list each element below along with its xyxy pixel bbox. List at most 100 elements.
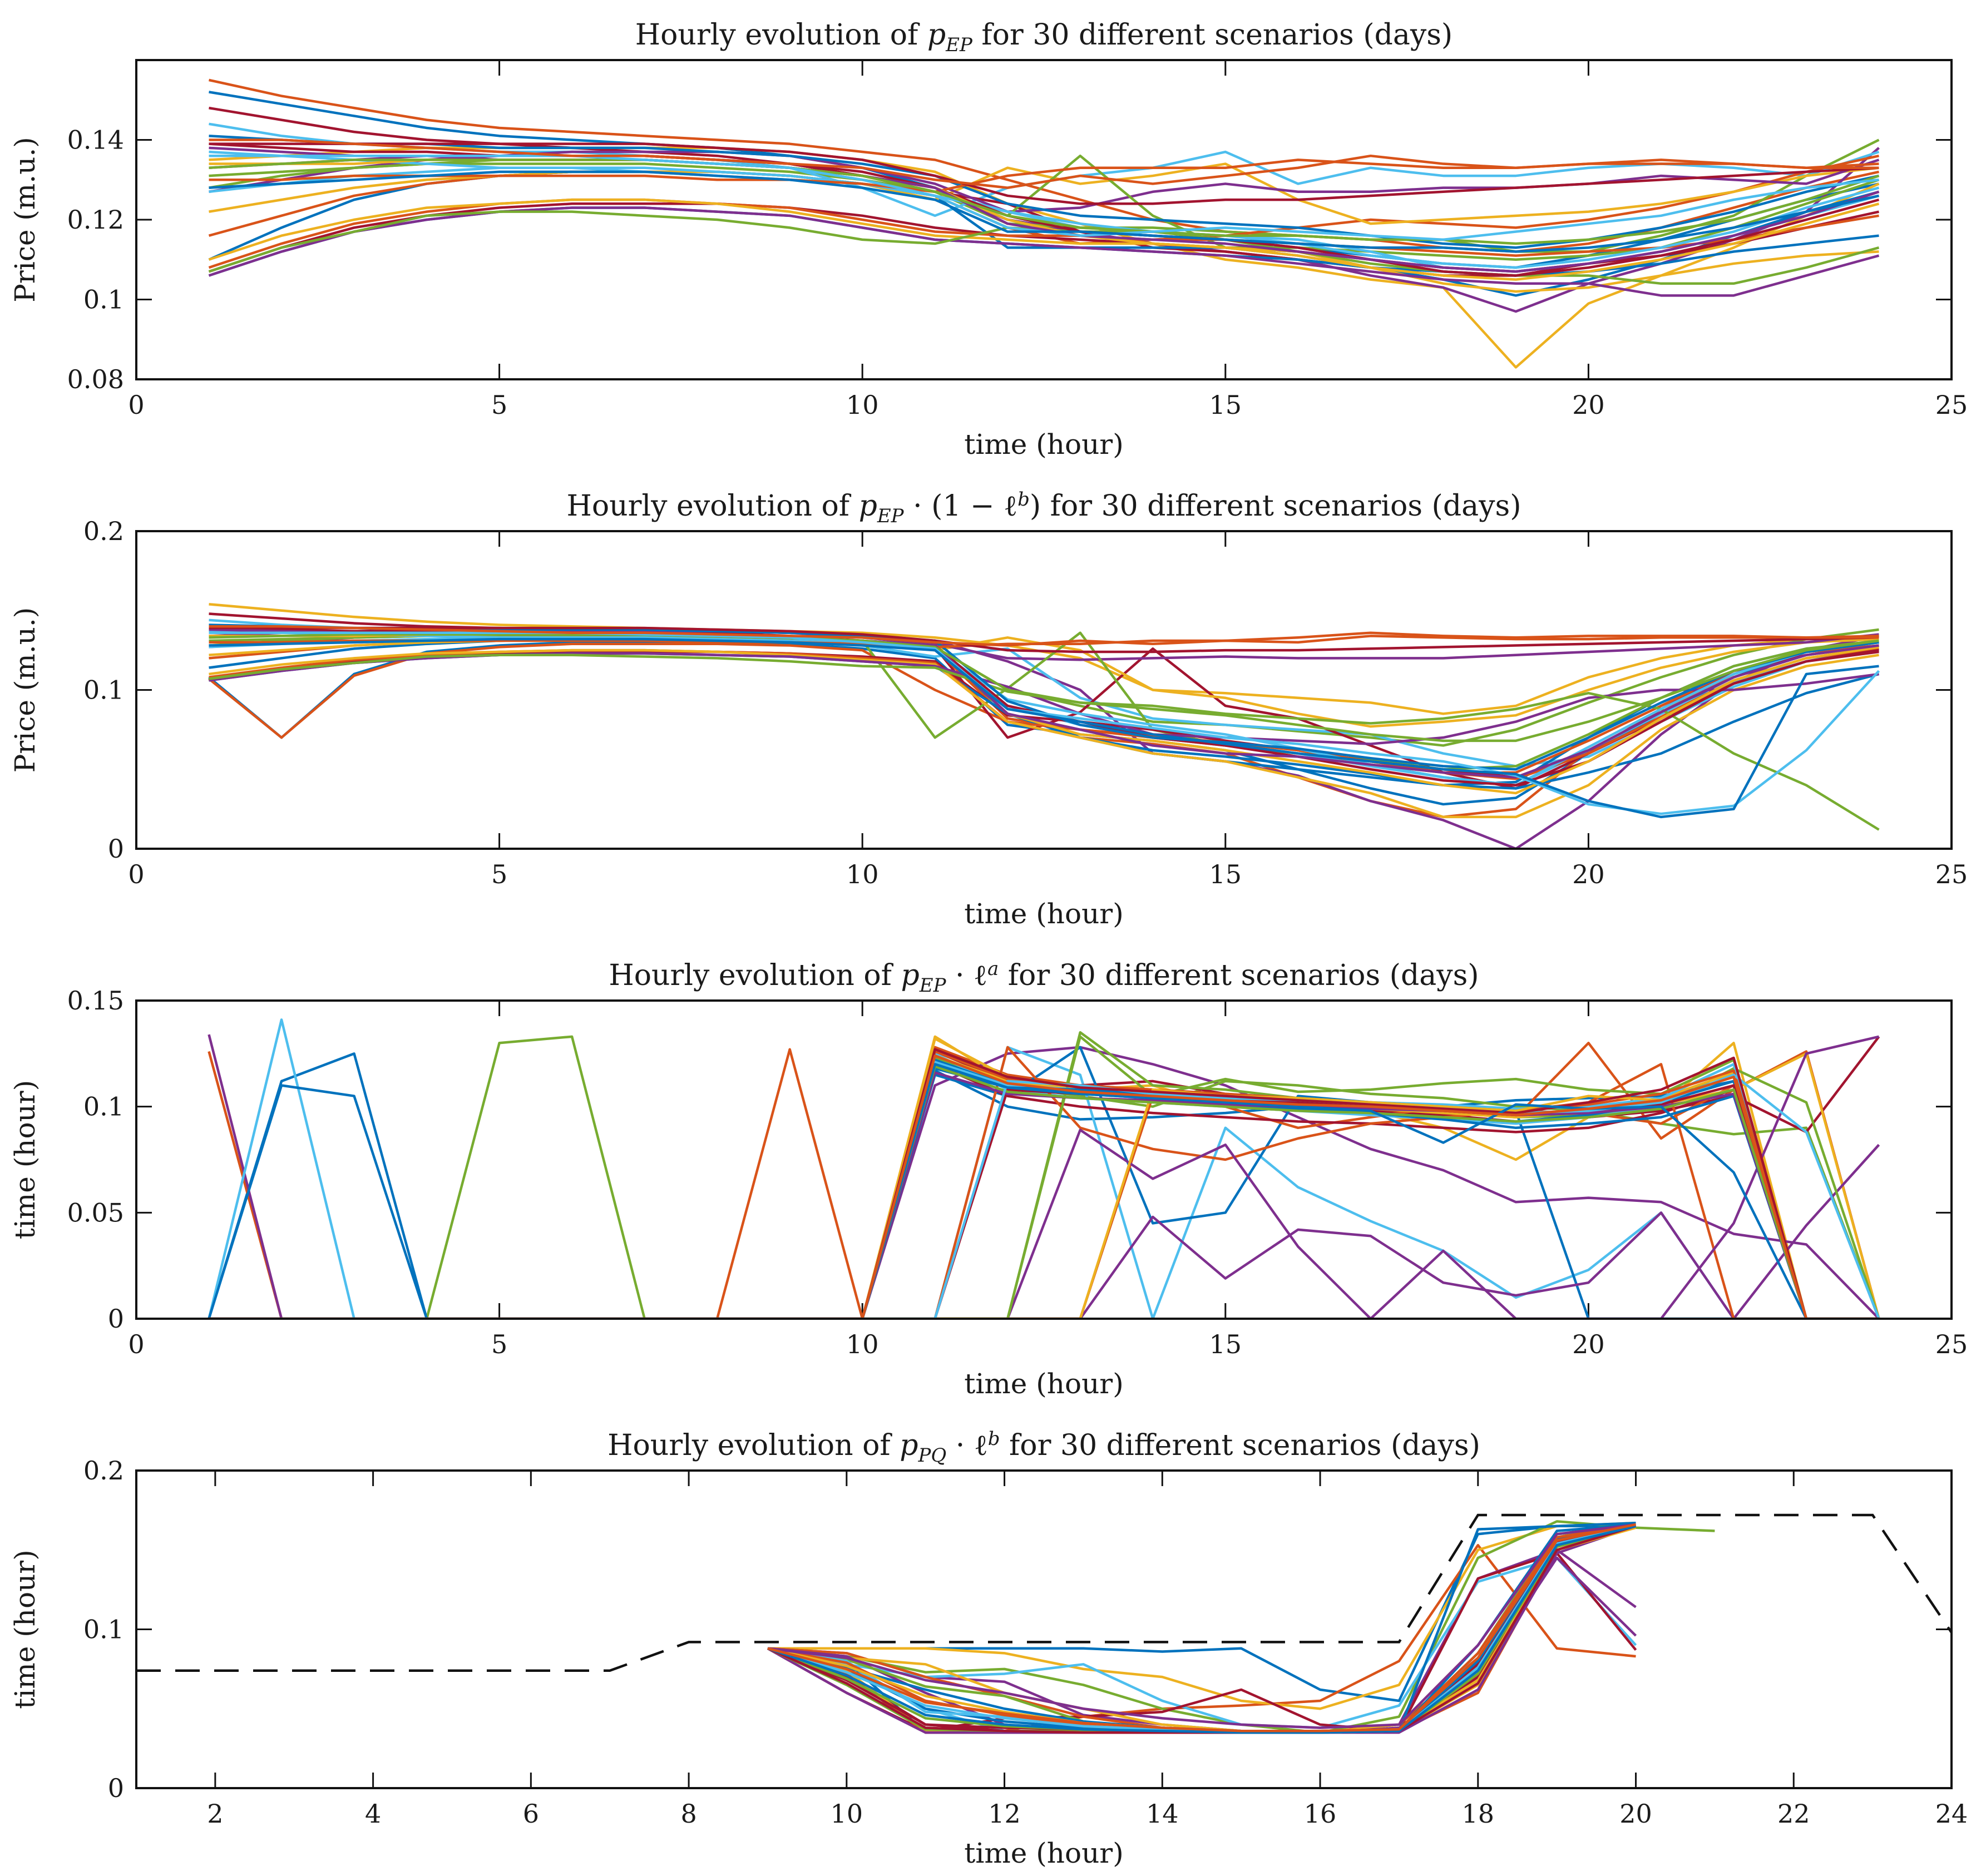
y-tick-label: 0.1: [83, 1092, 124, 1122]
chart-title: Hourly evolution of pEP · ℓa for 30 diff…: [609, 958, 1479, 997]
y-tick-label: 0.05: [67, 1197, 124, 1227]
x-tick-label: 0: [128, 859, 144, 889]
x-tick-label: 5: [491, 390, 507, 420]
x-axis-label: time (hour): [964, 428, 1123, 461]
series-line-s11: [209, 1144, 1880, 1319]
plot-border: [135, 530, 1953, 850]
x-tick-label: 5: [491, 859, 507, 889]
x-tick-label: 4: [365, 1799, 381, 1829]
series-line-s5: [209, 138, 1880, 253]
series-group: [208, 603, 1880, 849]
y-tick-label: 0.08: [67, 364, 124, 394]
series-line-s4: [208, 1034, 1880, 1319]
x-axis-label: time (hour): [964, 898, 1123, 930]
y-tick-label: 0.1: [83, 285, 124, 315]
x-tick-label: 0: [128, 390, 144, 420]
x-tick-label: 6: [523, 1799, 539, 1829]
series-line-s26: [209, 1065, 1879, 1319]
x-tick-label: 12: [988, 1799, 1021, 1829]
plot-border: [135, 59, 1953, 380]
series-line-s17: [209, 649, 1879, 819]
series-line-s29: [209, 637, 1879, 819]
series-line-s8: [208, 1046, 1879, 1319]
series-line-s29: [767, 1524, 1637, 1734]
plot-area: [135, 530, 1953, 850]
series-line-s6: [208, 1018, 1879, 1319]
x-tick-label: 20: [1572, 1329, 1605, 1359]
series-line-s20: [209, 636, 1879, 787]
x-tick-label: 15: [1209, 859, 1242, 889]
reference-line: [136, 1513, 1952, 1672]
chart-title: Hourly evolution of pEP for 30 different…: [635, 18, 1453, 56]
series-line-s2: [209, 78, 1879, 253]
y-tick-label: 0: [108, 1773, 124, 1803]
series-line-s26: [209, 633, 1879, 743]
x-tick-label: 25: [1935, 1329, 1968, 1359]
x-tick-label: 20: [1619, 1799, 1652, 1829]
y-axis-label: Price (m.u.): [9, 607, 41, 773]
x-tick-label: 20: [1572, 390, 1605, 420]
series-line-s27: [209, 631, 1880, 815]
series-line-s30: [209, 625, 1879, 647]
x-tick-label: 18: [1462, 1799, 1495, 1829]
series-line-s30: [209, 138, 1879, 189]
y-tick-label: 0.2: [83, 516, 124, 546]
series-line-s18: [209, 1035, 1879, 1319]
chart-title: Hourly evolution of pPQ · ℓb for 30 diff…: [607, 1428, 1480, 1467]
plot-area: [135, 999, 1953, 1320]
y-axis-label: time (hour): [9, 1080, 41, 1239]
series-line-s14: [209, 1063, 1879, 1319]
series-group: [136, 1513, 1952, 1734]
x-tick-label: 0: [128, 1329, 144, 1359]
x-tick-label: 20: [1572, 859, 1605, 889]
series-line-s29: [209, 170, 1879, 253]
series-line-s30: [209, 1054, 1879, 1319]
x-tick-label: 10: [846, 859, 879, 889]
chart-panel-2: 0 5 10 15 20 25 0 0.1 0.2 Hourly evolution of pEP…: [9, 488, 1968, 930]
series-line-s2: [208, 1042, 1880, 1319]
series-line-s28: [209, 142, 1879, 205]
x-tick-label: 16: [1304, 1799, 1337, 1829]
series-line-s19: [209, 1035, 1879, 1319]
y-tick-label: 0: [108, 834, 124, 864]
x-tick-label: 10: [831, 1799, 863, 1829]
series-group: [208, 78, 1880, 369]
series-line-s3: [767, 1521, 1636, 1710]
plot-area: [135, 1469, 1953, 1789]
x-tick-label: 25: [1935, 390, 1968, 420]
y-axis-label: Price (m.u.): [9, 137, 41, 302]
series-line-s28: [209, 626, 1879, 654]
x-tick-label: 25: [1935, 859, 1968, 889]
plot-border: [135, 1469, 1953, 1789]
x-tick-label: 14: [1146, 1799, 1179, 1829]
series-line-s26: [209, 159, 1880, 245]
x-axis-label: time (hour): [964, 1368, 1123, 1400]
x-tick-label: 22: [1777, 1799, 1810, 1829]
y-tick-label: 0.14: [67, 125, 124, 155]
y-tick-label: 0: [108, 1304, 124, 1334]
x-tick-label: 15: [1209, 390, 1242, 420]
y-tick-label: 0.1: [83, 675, 124, 705]
x-tick-label: 10: [846, 390, 879, 420]
series-line-s6: [767, 1556, 1637, 1729]
x-tick-label: 8: [680, 1799, 696, 1829]
y-tick-label: 0.12: [67, 205, 124, 235]
y-tick-label: 0.1: [83, 1615, 124, 1645]
x-tick-label: 5: [491, 1329, 507, 1359]
y-tick-label: 0.15: [67, 986, 124, 1016]
series-line-s20: [209, 166, 1880, 269]
x-tick-label: 24: [1935, 1799, 1968, 1829]
y-axis-label: time (hour): [9, 1550, 41, 1709]
chart-panel-3: 0 5 10 15 20 25 0 0.05 0.1 0.15 Hourly evolution o…: [9, 958, 1968, 1400]
series-group: [208, 1018, 1880, 1319]
x-tick-label: 15: [1209, 1329, 1242, 1359]
plot-border: [135, 999, 1953, 1320]
x-axis-label: time (hour): [964, 1837, 1123, 1869]
chart-panel-1: 0 5 10 15 20 25 0.08 0.1 0.12 0.14 Hourly evolutio…: [9, 18, 1968, 461]
series-line-s25: [767, 1523, 1636, 1729]
y-tick-label: 0.2: [83, 1456, 124, 1486]
series-line-s24: [209, 1076, 1879, 1319]
x-tick-label: 10: [846, 1329, 879, 1359]
